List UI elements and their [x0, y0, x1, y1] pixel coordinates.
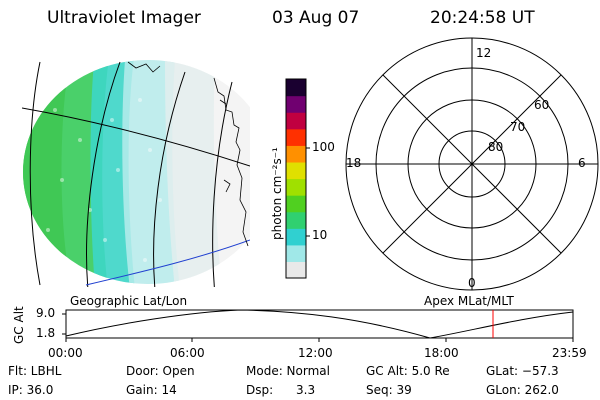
colorbar-segment — [286, 178, 306, 196]
xtick-1200: 12:00 — [298, 346, 333, 360]
geographic-panel-label: Geographic Lat/Lon — [70, 294, 188, 308]
altitude-ytick-1.8: 1.8 — [36, 326, 56, 340]
polar-mlat-mlt-plot — [345, 37, 599, 291]
door-value: Door: Open — [126, 364, 195, 378]
mlat-label-70: 70 — [510, 120, 526, 134]
gain-value: Gain: 14 — [126, 383, 177, 397]
altitude-y-label: GC Alt — [12, 306, 26, 344]
xtick-2359: 23:59 — [552, 346, 587, 360]
colorbar-segment — [286, 195, 306, 213]
seq-value: Seq: 39 — [366, 383, 412, 397]
date-label: 03 Aug 07 — [272, 8, 360, 28]
polar-panel-label: Apex MLat/MLT — [424, 294, 514, 308]
altitude-ytick-9: 9.0 — [36, 306, 56, 320]
dsp-label: Dsp: — [246, 383, 274, 397]
colorbar-segment — [286, 161, 306, 180]
altitude-curve — [65, 309, 574, 339]
colorbar-segment — [286, 79, 306, 97]
altitude-plot-frame — [65, 309, 574, 339]
colorbar-unit-label: photon cm⁻²s⁻¹ — [270, 147, 284, 240]
terminator-line — [85, 239, 250, 286]
mlt-label-18: 18 — [346, 156, 362, 170]
auroral-emission-image — [23, 60, 250, 284]
xtick-1800: 18:00 — [424, 346, 459, 360]
altitude-y-ticks — [62, 313, 66, 335]
colorbar-label-100: 100 — [312, 140, 335, 154]
meridian-diag-2 — [382, 74, 562, 254]
intensity-color-bar — [285, 78, 310, 279]
colorbar-label-10: 10 — [312, 228, 328, 242]
altitude-x-ticks — [65, 338, 574, 342]
coastline-outline — [127, 61, 249, 247]
dsp-value: 3.3 — [296, 383, 316, 397]
colorbar-segment — [286, 145, 306, 163]
mlt-label-6: 6 — [578, 156, 586, 170]
colorbar-segment — [286, 211, 306, 229]
mlat-label-60: 60 — [534, 98, 550, 112]
instrument-title: Ultraviolet Imager — [47, 8, 201, 28]
mlt-label-0: 0 — [468, 276, 476, 290]
xtick-0600: 06:00 — [170, 346, 205, 360]
glat-value: GLat: −57.3 — [486, 364, 559, 378]
xtick-0000: 00:00 — [48, 346, 83, 360]
glon-value: GLon: 262.0 — [486, 383, 559, 397]
colorbar-segment — [286, 112, 306, 130]
geographic-grid-lines — [22, 61, 250, 287]
colorbar-segment — [286, 95, 306, 113]
altitude-plot — [62, 309, 574, 342]
mode-value: Mode: Normal — [246, 364, 330, 378]
filter-value: Flt: LBHL — [8, 364, 62, 378]
colorbar-segment — [286, 128, 306, 146]
gc-alt-value: GC Alt: 5.0 Re — [366, 364, 450, 378]
mlt-label-12: 12 — [476, 46, 492, 60]
time-label: 20:24:58 UT — [430, 8, 535, 28]
colorbar-segment — [286, 228, 306, 246]
colorbar-segment — [286, 261, 306, 279]
ip-value: IP: 36.0 — [8, 383, 54, 397]
geographic-image-panel — [22, 60, 250, 287]
mlat-label-80: 80 — [488, 140, 504, 154]
colorbar-segment — [286, 244, 306, 263]
